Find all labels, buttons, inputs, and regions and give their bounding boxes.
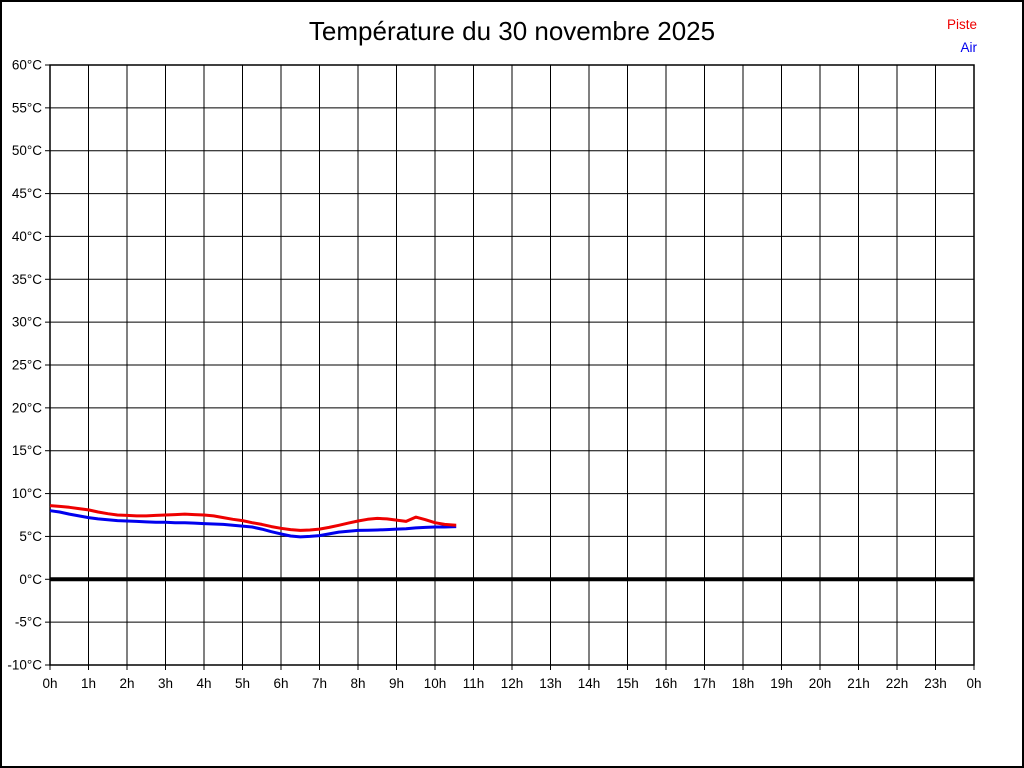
y-axis-label: 50°C — [12, 143, 42, 158]
series-line-air — [49, 509, 457, 539]
y-axis-label: -5°C — [15, 615, 42, 630]
legend-item-air: Air — [960, 40, 978, 55]
x-axis-label: 4h — [196, 676, 211, 691]
y-axis-label: 20°C — [12, 400, 42, 415]
y-axis-label: 15°C — [12, 443, 42, 458]
series-line-piste — [49, 504, 457, 532]
legend: Piste Air — [947, 13, 977, 59]
x-axis-label: 0h — [42, 676, 57, 691]
y-axis-label: 60°C — [12, 58, 42, 73]
x-axis-label: 17h — [693, 676, 716, 691]
x-axis-label: 3h — [158, 676, 173, 691]
y-axis-label: 0°C — [19, 572, 42, 587]
y-axis-label: 5°C — [19, 529, 42, 544]
chart-title: Température du 30 novembre 2025 — [308, 16, 716, 46]
y-axis-label: 35°C — [12, 272, 42, 287]
y-axis-label: 45°C — [12, 186, 42, 201]
x-axis-label: 19h — [770, 676, 793, 691]
x-axis-label: 23h — [924, 676, 947, 691]
x-axis-label: 11h — [463, 676, 485, 691]
x-axis-label: 12h — [501, 676, 524, 691]
x-axis-label: 13h — [539, 676, 562, 691]
x-axis-label: 8h — [350, 676, 365, 691]
x-axis-label: 20h — [809, 676, 832, 691]
legend-item-piste: Piste — [946, 17, 977, 32]
x-axis-label: 1h — [81, 676, 96, 691]
x-axis-label: 9h — [389, 676, 404, 691]
y-axis-label: 55°C — [12, 100, 42, 115]
x-axis-label: 14h — [578, 676, 601, 691]
plot-border — [49, 64, 975, 666]
y-axis-label: 30°C — [12, 315, 42, 330]
y-axis-label: 25°C — [12, 358, 42, 373]
x-axis-label: 5h — [235, 676, 250, 691]
y-axis-label: -10°C — [7, 658, 42, 673]
x-axis-label: 22h — [886, 676, 909, 691]
x-axis-label: 2h — [119, 676, 134, 691]
x-axis-label: 6h — [273, 676, 288, 691]
x-axis-label: 18h — [732, 676, 755, 691]
x-axis-label: 16h — [655, 676, 678, 691]
x-axis-label: 0h — [966, 676, 981, 691]
y-axis-label: 10°C — [12, 486, 42, 501]
x-axis-label: 7h — [312, 676, 327, 691]
x-axis-label: 21h — [847, 676, 870, 691]
x-axis-label: 10h — [424, 676, 447, 691]
x-axis-label: 15h — [616, 676, 639, 691]
y-axis-label: 40°C — [12, 229, 42, 244]
